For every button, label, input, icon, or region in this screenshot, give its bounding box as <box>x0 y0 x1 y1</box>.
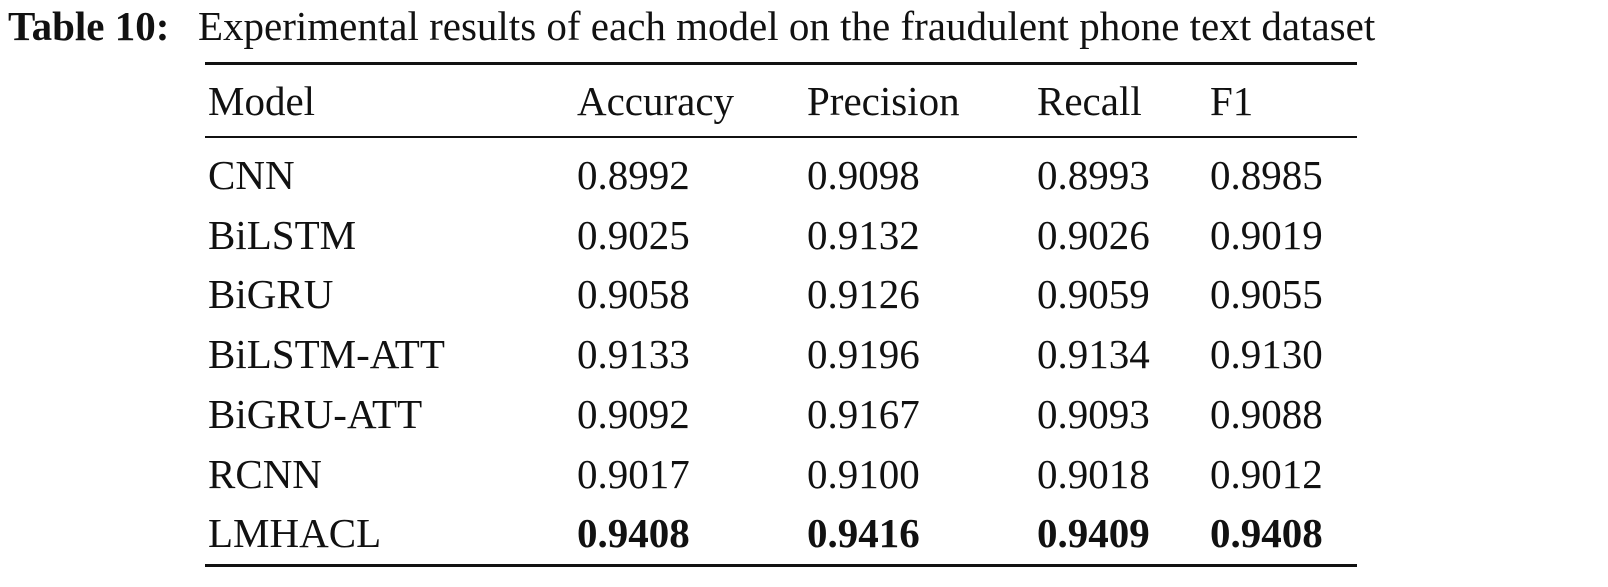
cell: 0.9408 <box>1210 510 1323 557</box>
caption-text: Experimental results of each model on th… <box>198 3 1376 49</box>
cell: 0.9026 <box>1037 211 1150 258</box>
cell: 0.9409 <box>1037 510 1150 557</box>
cell: 0.9093 <box>1037 390 1150 437</box>
cell: 0.9088 <box>1210 390 1323 437</box>
cell: RCNN <box>208 450 322 497</box>
cell: 0.9134 <box>1037 331 1150 378</box>
cell: 0.9167 <box>807 390 920 437</box>
header-cell: F1 <box>1210 78 1254 124</box>
cell: 0.9025 <box>577 211 690 258</box>
cell: 0.9133 <box>577 331 690 378</box>
cell: 0.9126 <box>807 271 920 318</box>
header-cell: Precision <box>807 78 960 124</box>
cell: 0.9416 <box>807 510 920 557</box>
cell: 0.9092 <box>577 390 690 437</box>
cell: 0.9408 <box>577 510 690 557</box>
caption-label: Table 10: <box>8 3 170 49</box>
cell: BiGRU <box>208 271 334 318</box>
cell: 0.9059 <box>1037 271 1150 318</box>
header-cell: Recall <box>1037 78 1142 124</box>
cell: 0.9058 <box>577 271 690 318</box>
cell: BiLSTM <box>208 211 357 258</box>
cell: 0.9132 <box>807 211 920 258</box>
cell: 0.9017 <box>577 450 690 497</box>
cell: 0.9018 <box>1037 450 1150 497</box>
cell: 0.9100 <box>807 450 920 497</box>
cell: 0.8993 <box>1037 152 1150 198</box>
cell: 0.8985 <box>1210 152 1323 198</box>
cell: 0.8992 <box>577 152 690 198</box>
cell: 0.9019 <box>1210 211 1323 258</box>
cell: 0.9196 <box>807 331 920 378</box>
header-cell: Model <box>208 78 316 124</box>
cell: LMHACL <box>208 510 382 557</box>
cell: 0.9130 <box>1210 331 1323 378</box>
header-cell: Accuracy <box>577 78 735 124</box>
header-rule <box>205 136 1357 138</box>
bottom-rule <box>205 564 1357 567</box>
cell: 0.9055 <box>1210 271 1323 318</box>
cell: BiGRU-ATT <box>208 390 423 437</box>
cell: BiLSTM-ATT <box>208 331 445 378</box>
top-rule <box>205 62 1357 65</box>
cell: 0.9098 <box>807 152 920 198</box>
cell: CNN <box>208 152 295 198</box>
cell: 0.9012 <box>1210 450 1323 497</box>
